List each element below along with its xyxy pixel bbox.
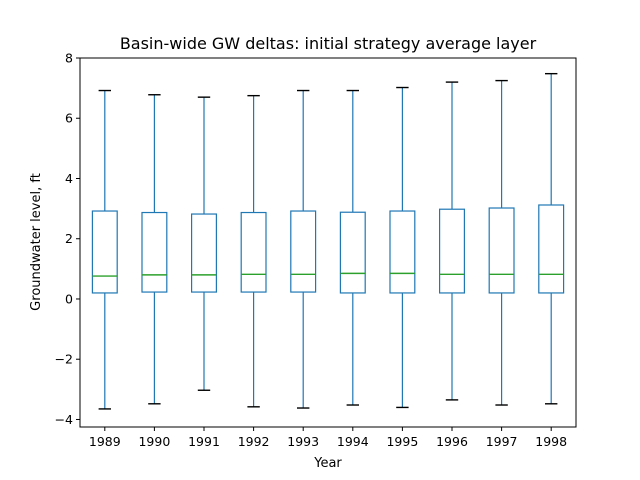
box-group-1993 — [290, 89, 317, 409]
iqr-box — [389, 210, 416, 294]
x-tick-label: 1996 — [436, 434, 468, 449]
box-group-1998 — [538, 72, 565, 405]
x-tick-label: 1990 — [138, 434, 170, 449]
box-group-1995 — [389, 86, 416, 409]
box-group-1992 — [240, 94, 267, 408]
iqr-box — [91, 210, 118, 294]
x-tick-label: 1992 — [238, 434, 270, 449]
plot-area — [91, 72, 565, 410]
x-tick-label: 1997 — [486, 434, 518, 449]
iqr-box — [439, 208, 466, 294]
y-tick-label: 8 — [65, 51, 73, 66]
iqr-box — [290, 210, 317, 293]
x-tick-label: 1989 — [89, 434, 121, 449]
x-tick-label: 1993 — [287, 434, 319, 449]
y-tick-label: −2 — [55, 352, 73, 367]
x-tick-label: 1994 — [337, 434, 369, 449]
y-tick-label: 2 — [65, 231, 73, 246]
box-group-1997 — [488, 79, 515, 406]
y-axis-label: Groundwater level, ft — [29, 173, 44, 311]
box-group-1996 — [439, 81, 466, 401]
iqr-box — [339, 211, 366, 294]
x-axis-label: Year — [313, 456, 342, 471]
box-group-1991 — [191, 96, 218, 391]
iqr-box — [240, 211, 267, 293]
y-tick-label: 4 — [65, 171, 73, 186]
box-group-1990 — [141, 94, 168, 405]
iqr-box — [488, 207, 515, 294]
x-axis: 1989 1990 1991 1992 1993 1994 1995 1996 1997 1998 — [89, 427, 567, 449]
y-tick-label: 0 — [65, 291, 73, 306]
box-group-1994 — [339, 89, 366, 406]
y-tick-label: −4 — [55, 412, 73, 427]
x-tick-label: 1998 — [535, 434, 567, 449]
y-axis: −4 −2 0 2 4 6 8 — [55, 51, 80, 427]
y-tick-label: 6 — [65, 111, 73, 126]
x-tick-label: 1991 — [188, 434, 220, 449]
axes-frame — [79, 57, 577, 428]
iqr-box — [191, 213, 218, 293]
iqr-box — [538, 204, 565, 294]
iqr-box — [141, 211, 168, 293]
box-group-1989 — [91, 89, 118, 410]
chart-title: Basin-wide GW deltas: initial strategy a… — [120, 34, 537, 53]
x-tick-label: 1995 — [386, 434, 418, 449]
